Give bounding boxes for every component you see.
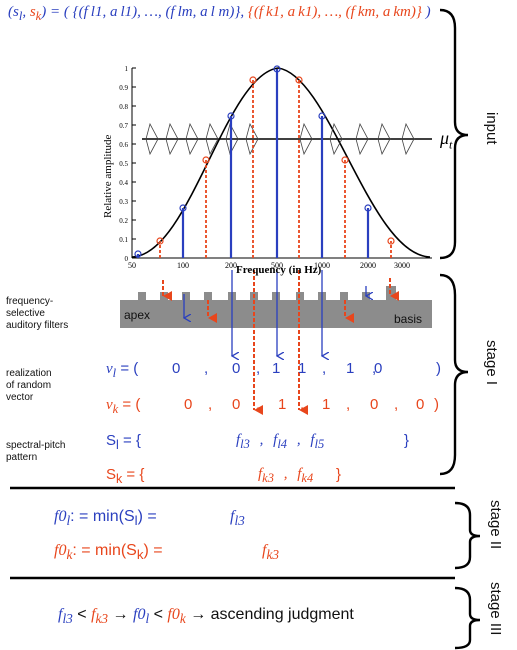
vector-value: , — [372, 360, 377, 377]
pattern-sl-values: fl3 , fl4 , fl5 — [236, 432, 325, 451]
y-tick-label: 0.5 — [119, 160, 128, 168]
gaussian-envelope — [131, 67, 431, 258]
vector-label: realization of random vector — [6, 368, 52, 403]
y-tick-label: 0.3 — [119, 198, 128, 206]
vector-value: 1 — [298, 360, 307, 377]
vector-value: , — [322, 360, 327, 377]
blue-component-set: {(f l1, a l1), …, (f lm, a l m)}, — [72, 4, 245, 20]
vector-value: ) — [434, 396, 439, 413]
vector-value: 0 — [370, 396, 379, 413]
y-tick-label: 0.7 — [119, 122, 128, 130]
y-tick-label: 0.2 — [119, 217, 128, 225]
vector-value: 1 — [272, 360, 281, 377]
vector-value: , — [346, 396, 351, 413]
vector-value: 1 — [322, 396, 331, 413]
pattern-label: spectral-pitch pattern — [6, 440, 66, 463]
filters-label: frequency-selective auditory filters — [6, 296, 69, 331]
vector-value: 0 — [232, 360, 241, 377]
basis-label: basis — [394, 312, 423, 326]
vector-value: , — [256, 396, 261, 413]
stage2-f0l-value: fl3 — [230, 508, 245, 529]
vector-value: 1 — [278, 396, 287, 413]
x-tick-label: 50 — [128, 261, 136, 270]
x-tick-label: 500 — [271, 261, 283, 270]
blue-components — [136, 69, 370, 258]
stage-label-stage-1: stage I — [483, 340, 500, 386]
stage-label-stage-2: stage II — [487, 500, 504, 550]
stage3-judgment: fl3 < fk3 → f0l < f0k → ascending judgme… — [58, 606, 354, 627]
y-tick-label: 0.9 — [119, 84, 128, 92]
stage2-f0k-value: fk3 — [262, 542, 280, 563]
vector-value: 0 — [184, 396, 193, 413]
pattern-sk-close: } — [336, 466, 342, 483]
vector-value: , — [204, 360, 209, 377]
stage-label-stage-3: stage III — [487, 582, 504, 636]
red-components — [159, 80, 392, 258]
bracket-stage-3 — [454, 586, 481, 650]
red-filter-arrows — [162, 270, 399, 415]
vector-value: , — [394, 396, 399, 413]
vector-value: , — [300, 396, 305, 413]
vector-value: , — [256, 360, 261, 377]
vector-vl: vl = ( — [106, 360, 139, 380]
vector-value: , — [208, 396, 213, 413]
stage-brackets — [439, 8, 481, 650]
bracket-stage-1 — [439, 273, 469, 476]
y-tick-label: 0.6 — [119, 141, 128, 149]
vector-value: ) — [436, 360, 441, 377]
stage2-f0k: f0k: = min(Sk) = — [54, 542, 163, 563]
basilar-membrane — [120, 286, 432, 328]
x-tick-label: 200 — [225, 261, 237, 270]
x-tick-label: 3000 — [394, 261, 410, 270]
x-axis-label: Frequency (in Hz) — [236, 264, 322, 276]
vector-value: 0 — [232, 396, 241, 413]
y-tick-label: 0.8 — [119, 103, 128, 111]
input-pair-equation: (sl, sk) = ( {(f l1, a l1), …, (f lm, a … — [8, 4, 431, 23]
y-tick-label: 0 — [125, 255, 129, 263]
y-tick-label: 0.4 — [119, 179, 128, 187]
vector-value: 0 — [416, 396, 425, 413]
x-tick-label: 100 — [177, 261, 189, 270]
x-tick-label: 1000 — [314, 261, 330, 270]
judgment-result: ascending judgment — [210, 606, 354, 623]
y-axis-label: Relative amplitude — [102, 134, 114, 218]
vector-value: 0 — [374, 360, 383, 377]
vector-vk: vk = ( — [106, 396, 141, 416]
pattern-sl: Sl = { — [106, 432, 141, 452]
mu-label: μt — [440, 128, 453, 152]
red-component-set: {(f k1, a k1), …, (f km, a km)} — [247, 4, 422, 20]
x-tick-label: 2000 — [360, 261, 376, 270]
stage2-f0l: f0l: = min(Sl) = — [54, 508, 157, 529]
apex-label: apex — [124, 308, 151, 322]
vector-value: 1 — [346, 360, 355, 377]
pattern-sk: Sk = { — [106, 466, 145, 486]
stage-label-input: input — [483, 112, 500, 145]
vector-value: 0 — [172, 360, 181, 377]
y-tick-label: 1 — [125, 65, 129, 73]
filter-shapes — [145, 122, 415, 156]
pattern-sk-values: fk3 , fk4 — [258, 466, 314, 485]
blue-filter-arrows — [184, 270, 366, 356]
amplitude-plot: 0 0.1 0.2 0.3 0.4 0.5 0.6 0.7 0.8 0.9 1 50 100 200 50… — [119, 65, 432, 270]
bracket-stage-2 — [454, 501, 481, 570]
pattern-sl-close: } — [404, 432, 410, 449]
bracket-input — [439, 8, 469, 260]
y-tick-label: 0.1 — [119, 236, 128, 244]
